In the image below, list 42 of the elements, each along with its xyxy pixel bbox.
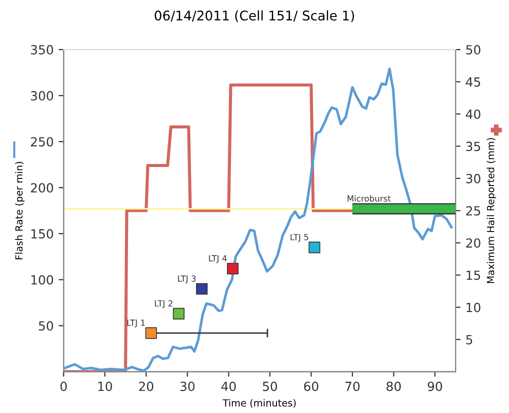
- y2-tick-label: 40: [466, 109, 480, 119]
- y2-tick-label: 25: [466, 206, 480, 216]
- y-tick-label: 150: [31, 229, 54, 239]
- point: [226, 262, 239, 274]
- point: [308, 242, 320, 254]
- point: [145, 327, 157, 339]
- y-tick-label: 100: [31, 275, 54, 285]
- point: [172, 308, 185, 320]
- annotation: LTJ 3: [178, 275, 196, 284]
- annotation: Microburst: [348, 195, 391, 202]
- y2-tick-label: 45: [466, 77, 480, 87]
- x-tick-label: 70: [345, 382, 360, 392]
- annotation: LTJ 5: [290, 234, 308, 242]
- x-tick-label: 40: [221, 382, 236, 392]
- y2-tick-label: 5: [466, 335, 472, 344]
- y2-tick-label: 15: [466, 270, 480, 280]
- x-tick-label: 80: [386, 382, 401, 392]
- y2-tick-label: 35: [466, 142, 480, 152]
- y-axis-title: Flash Rate (per min): [15, 162, 24, 260]
- x-tick-label: 30: [180, 382, 195, 392]
- x-tick-label: 60: [304, 382, 318, 392]
- y-tick-label: 300: [30, 91, 54, 101]
- x-axis-title: Time (minutes): [222, 399, 296, 408]
- x-tick-label: 0: [60, 382, 67, 392]
- y2-tick-label: 10: [466, 302, 480, 312]
- y-tick-label: 250: [30, 137, 54, 147]
- x-tick-label: 90: [428, 382, 442, 392]
- y2-tick-label: 20: [466, 238, 480, 248]
- chart-title: 06/14/2011 (Cell 151/ Scale 1): [154, 10, 354, 22]
- y2-axis-title: Maximum Hail Reported (mm): [486, 138, 496, 284]
- x-tick-label: 10: [98, 382, 112, 392]
- point: [196, 283, 208, 295]
- annotation: LTJ 2: [154, 300, 172, 308]
- x-tick-label: 20: [139, 382, 154, 392]
- y2-tick-label: 30: [466, 174, 480, 184]
- y-tick-label: 350: [30, 45, 54, 54]
- y2-tick-label: 50: [466, 45, 480, 54]
- y-tick-label: 200: [30, 183, 54, 193]
- annotation: LTJ 4: [209, 255, 227, 263]
- line-series: [64, 68, 453, 372]
- y-tick-label: 50: [38, 321, 54, 331]
- x-tick-label: 50: [262, 382, 278, 392]
